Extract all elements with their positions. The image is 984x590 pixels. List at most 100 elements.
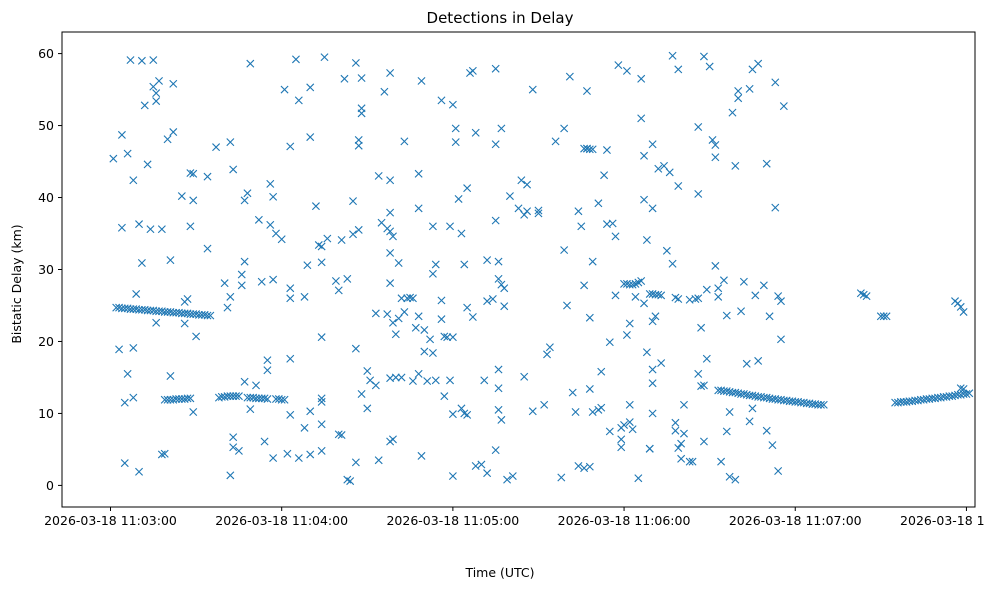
data-point bbox=[648, 365, 657, 374]
data-point bbox=[514, 204, 523, 213]
data-point bbox=[294, 96, 303, 105]
data-point bbox=[143, 160, 152, 169]
data-point bbox=[423, 377, 432, 386]
data-point bbox=[896, 397, 905, 406]
data-point bbox=[574, 461, 583, 470]
data-point bbox=[483, 469, 492, 478]
data-point bbox=[677, 454, 686, 463]
data-point bbox=[497, 415, 506, 424]
data-point bbox=[306, 83, 315, 92]
data-point bbox=[254, 394, 263, 403]
data-point bbox=[286, 284, 295, 293]
data-point bbox=[240, 196, 249, 205]
data-point bbox=[323, 234, 332, 243]
data-point bbox=[229, 165, 238, 174]
data-point bbox=[408, 377, 417, 386]
data-point bbox=[574, 207, 583, 216]
data-point bbox=[254, 215, 263, 224]
data-point bbox=[331, 277, 340, 286]
data-point bbox=[685, 457, 694, 466]
data-point bbox=[734, 87, 743, 96]
data-point bbox=[648, 409, 657, 418]
data-point bbox=[351, 58, 360, 67]
data-point bbox=[363, 404, 372, 413]
data-point bbox=[500, 284, 509, 293]
data-point bbox=[243, 189, 252, 198]
data-point bbox=[371, 381, 380, 390]
data-point bbox=[177, 192, 186, 201]
data-point bbox=[637, 277, 646, 286]
data-point bbox=[220, 279, 229, 288]
data-point bbox=[386, 176, 395, 185]
data-point bbox=[340, 74, 349, 83]
data-point bbox=[232, 392, 241, 401]
data-point bbox=[468, 313, 477, 321]
data-point bbox=[446, 376, 455, 385]
data-point bbox=[223, 392, 232, 401]
data-point bbox=[306, 133, 315, 142]
data-point bbox=[679, 429, 688, 438]
data-point bbox=[528, 407, 537, 416]
x-tick-label: 2026-03-18 11:04:00 bbox=[215, 513, 348, 528]
data-point bbox=[431, 260, 440, 269]
data-point bbox=[491, 216, 500, 225]
data-point bbox=[745, 417, 754, 426]
data-point bbox=[648, 379, 657, 388]
data-point bbox=[137, 56, 146, 65]
data-point bbox=[437, 296, 446, 305]
y-tick-label: 10 bbox=[38, 406, 54, 421]
data-point bbox=[263, 356, 272, 365]
data-point bbox=[414, 369, 423, 378]
data-point bbox=[397, 294, 406, 303]
data-point bbox=[426, 335, 435, 344]
data-point bbox=[491, 446, 500, 455]
data-point bbox=[460, 260, 469, 269]
data-point bbox=[759, 281, 768, 290]
data-point bbox=[237, 281, 246, 290]
data-point bbox=[306, 407, 315, 416]
data-point bbox=[457, 229, 466, 238]
data-point bbox=[503, 475, 512, 484]
data-point bbox=[183, 394, 192, 403]
data-point bbox=[699, 381, 708, 390]
data-point bbox=[771, 203, 780, 212]
data-point bbox=[722, 427, 731, 436]
data-point bbox=[448, 410, 457, 419]
data-point bbox=[779, 102, 788, 111]
data-point bbox=[303, 261, 312, 270]
data-point bbox=[229, 443, 238, 452]
data-point bbox=[585, 145, 594, 154]
data-point bbox=[454, 194, 463, 203]
data-point bbox=[648, 140, 657, 149]
data-point bbox=[166, 256, 175, 265]
data-point bbox=[428, 269, 437, 278]
data-point bbox=[585, 462, 594, 471]
data-point bbox=[354, 135, 363, 144]
y-tick-label: 0 bbox=[46, 478, 54, 493]
data-point bbox=[628, 425, 637, 434]
data-point bbox=[269, 275, 278, 284]
data-point bbox=[346, 477, 355, 486]
data-point bbox=[702, 285, 711, 294]
data-point bbox=[160, 395, 169, 404]
data-point bbox=[334, 286, 343, 295]
data-point bbox=[417, 451, 426, 460]
data-point bbox=[668, 51, 677, 60]
data-point bbox=[394, 314, 403, 323]
data-point bbox=[129, 176, 138, 185]
data-point bbox=[597, 367, 606, 376]
data-point bbox=[648, 317, 657, 326]
data-point bbox=[543, 350, 552, 359]
data-point bbox=[206, 311, 215, 320]
data-point bbox=[748, 404, 757, 413]
plot-frame bbox=[61, 31, 976, 508]
data-point bbox=[605, 338, 614, 347]
data-point bbox=[648, 204, 657, 213]
data-point bbox=[286, 142, 295, 151]
data-point bbox=[440, 392, 449, 401]
data-point bbox=[446, 222, 455, 231]
data-point bbox=[126, 56, 135, 65]
data-point bbox=[194, 310, 203, 319]
data-point bbox=[722, 311, 731, 320]
data-point bbox=[189, 169, 198, 178]
